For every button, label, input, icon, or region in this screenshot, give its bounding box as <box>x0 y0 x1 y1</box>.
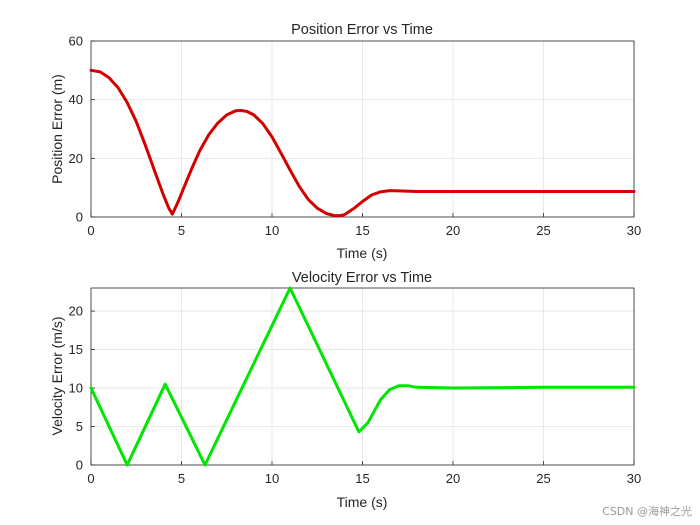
y-tick-label: 0 <box>76 210 83 225</box>
x-tick-label: 30 <box>627 223 641 238</box>
y-tick-label: 60 <box>69 34 83 49</box>
plot-area <box>90 287 635 466</box>
chart-title: Velocity Error vs Time <box>292 270 432 286</box>
y-axis-label: Velocity Error (m/s) <box>49 316 65 435</box>
position-error-subplot: Position Error vs Time 0 5 10 15 20 25 30 0 20 4… <box>49 22 641 261</box>
y-tick-label: 10 <box>69 381 83 396</box>
x-tick-label: 5 <box>178 471 185 486</box>
x-tick-label: 25 <box>536 223 550 238</box>
y-tick-label: 5 <box>76 419 83 434</box>
x-tick-label: 30 <box>627 471 641 486</box>
y-tick-labels: 0 20 40 60 <box>69 34 83 225</box>
plot-area <box>90 40 635 218</box>
x-tick-label: 20 <box>446 471 460 486</box>
y-axis-label: Position Error (m) <box>49 74 65 184</box>
velocity-error-subplot: Velocity Error vs Time 0 5 10 15 20 25 30 0 5 10… <box>49 270 641 510</box>
x-tick-label: 25 <box>536 471 550 486</box>
y-tick-label: 15 <box>69 342 83 357</box>
x-tick-label: 15 <box>355 471 369 486</box>
y-tick-label: 20 <box>69 304 83 319</box>
x-tick-labels: 0 5 10 15 20 25 30 <box>87 223 641 238</box>
y-tick-labels: 0 5 10 15 20 <box>69 304 83 473</box>
x-tick-label: 10 <box>265 471 279 486</box>
chart-title: Position Error vs Time <box>291 22 433 38</box>
y-tick-label: 0 <box>76 458 83 473</box>
watermark: CSDN @海神之光 <box>602 505 692 518</box>
x-axis-label: Time (s) <box>337 245 388 261</box>
x-tick-label: 0 <box>87 223 94 238</box>
y-tick-label: 40 <box>69 92 83 107</box>
x-tick-label: 20 <box>446 223 460 238</box>
x-tick-label: 5 <box>178 223 185 238</box>
x-tick-label: 0 <box>87 471 94 486</box>
position-error-line <box>89 68 636 218</box>
velocity-error-line <box>89 286 636 467</box>
x-tick-labels: 0 5 10 15 20 25 30 <box>87 471 641 486</box>
x-tick-label: 10 <box>265 223 279 238</box>
x-axis-label: Time (s) <box>337 494 388 510</box>
grid <box>90 288 635 466</box>
x-tick-label: 15 <box>355 223 369 238</box>
y-tick-label: 20 <box>69 151 83 166</box>
